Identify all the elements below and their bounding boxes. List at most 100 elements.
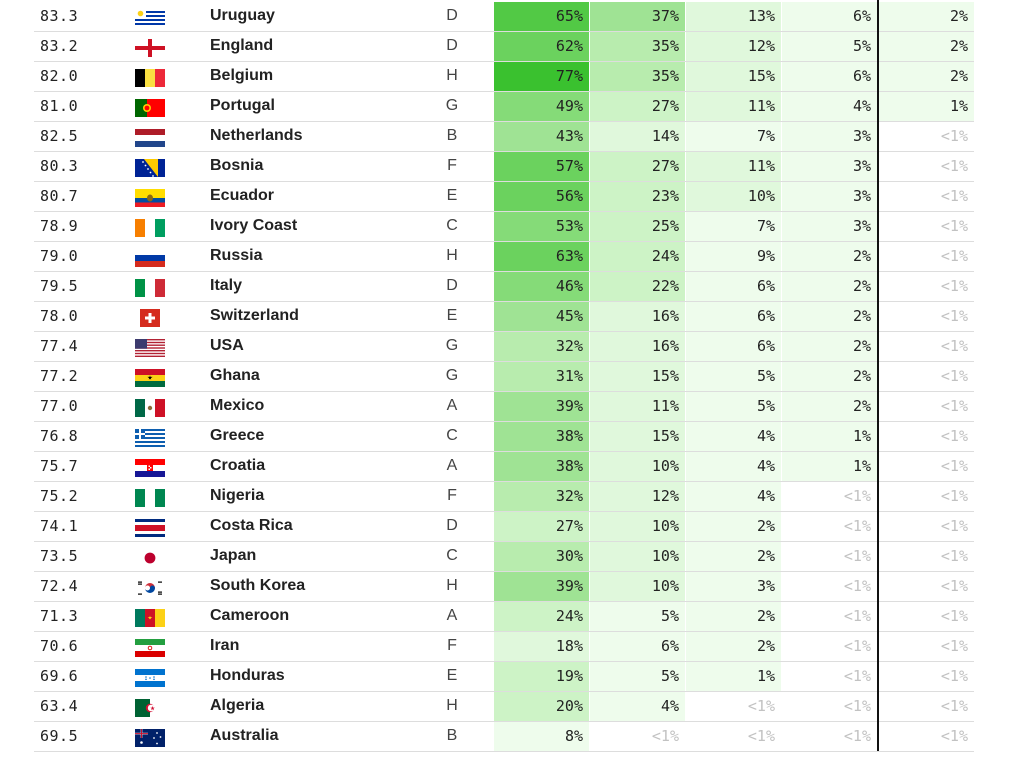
final-chance: 1% (782, 452, 877, 481)
round-of-16-chance: 31% (494, 362, 589, 391)
semifinal-chance: 13% (686, 2, 781, 31)
netherlands-flag-icon (135, 129, 165, 147)
spi-rating: 82.0 (40, 67, 79, 85)
spi-rating: 70.6 (40, 637, 79, 655)
semifinal-chance: 4% (686, 422, 781, 451)
group-letter: C (446, 217, 458, 234)
semifinal-chance: 6% (686, 272, 781, 301)
semifinal-chance: <1% (686, 722, 781, 751)
spi-rating: 77.0 (40, 397, 79, 415)
round-of-16-chance: 38% (494, 422, 589, 451)
final-chance: 2% (782, 302, 877, 331)
usa-flag-icon (135, 339, 165, 357)
win-chance: <1% (878, 242, 974, 271)
final-chance: 5% (782, 32, 877, 61)
team-name: Switzerland (210, 307, 299, 324)
round-of-16-chance: 77% (494, 62, 589, 91)
win-chance: <1% (878, 332, 974, 361)
table-row: 83.3 Uruguay D 65% 37% 13% 6% 2% (34, 2, 974, 32)
win-chance: <1% (878, 482, 974, 511)
team-name: Belgium (210, 67, 274, 84)
quarterfinal-chance: 14% (590, 122, 685, 151)
table-row: 80.3 Bosnia F 57% 27% 11% 3% <1% (34, 152, 974, 182)
spi-rating: 78.0 (40, 307, 79, 325)
semifinal-chance: 4% (686, 452, 781, 481)
round-of-16-chance: 49% (494, 92, 589, 121)
russia-flag-icon (135, 249, 165, 267)
team-name: Japan (210, 547, 257, 564)
mexico-flag-icon (135, 399, 165, 417)
win-chance: <1% (878, 302, 974, 331)
semifinal-chance: 2% (686, 602, 781, 631)
ecuador-flag-icon (135, 189, 165, 207)
quarterfinal-chance: 35% (590, 32, 685, 61)
team-name: Ecuador (210, 187, 275, 204)
win-chance: 1% (878, 92, 974, 121)
round-of-16-chance: 65% (494, 2, 589, 31)
win-chance: <1% (878, 572, 974, 601)
final-chance: 3% (782, 182, 877, 211)
japan-flag-icon (135, 549, 165, 567)
honduras-flag-icon (135, 669, 165, 687)
table-row: 72.4 South Korea H 39% 10% 3% <1% <1% (34, 572, 974, 602)
table-row: 80.7 Ecuador E 56% 23% 10% 3% <1% (34, 182, 974, 212)
round-of-16-chance: 43% (494, 122, 589, 151)
team-name: Ghana (210, 367, 260, 384)
win-chance: <1% (878, 422, 974, 451)
final-chance: 2% (782, 362, 877, 391)
final-chance: 2% (782, 392, 877, 421)
round-of-16-chance: 39% (494, 392, 589, 421)
spi-rating: 80.7 (40, 187, 79, 205)
table-row: 63.4 Algeria H 20% 4% <1% <1% <1% (34, 692, 974, 722)
team-name: Cameroon (210, 607, 290, 624)
round-of-16-chance: 32% (494, 482, 589, 511)
semifinal-chance: 11% (686, 152, 781, 181)
win-chance: <1% (878, 152, 974, 181)
spi-rating: 77.4 (40, 337, 79, 355)
table-row: 69.6 Honduras E 19% 5% 1% <1% <1% (34, 662, 974, 692)
team-name: Mexico (210, 397, 265, 414)
spi-rating: 72.4 (40, 577, 79, 595)
final-chance: 3% (782, 122, 877, 151)
win-chance: <1% (878, 662, 974, 691)
quarterfinal-chance: 12% (590, 482, 685, 511)
uruguay-flag-icon (135, 9, 165, 27)
group-letter: E (446, 187, 458, 204)
group-letter: D (446, 277, 458, 294)
quarterfinal-chance: 6% (590, 632, 685, 661)
greece-flag-icon (135, 429, 165, 447)
group-letter: H (446, 577, 458, 594)
cameroon-flag-icon (135, 609, 165, 627)
semifinal-chance: 10% (686, 182, 781, 211)
semifinal-chance: 11% (686, 92, 781, 121)
italy-flag-icon (135, 279, 165, 297)
final-chance: 1% (782, 422, 877, 451)
group-letter: D (446, 517, 458, 534)
final-chance: 6% (782, 62, 877, 91)
table-row: 75.2 Nigeria F 32% 12% 4% <1% <1% (34, 482, 974, 512)
quarterfinal-chance: 15% (590, 422, 685, 451)
final-chance: 6% (782, 2, 877, 31)
group-letter: E (446, 667, 458, 684)
group-letter: G (445, 337, 459, 354)
spi-rating: 69.5 (40, 727, 79, 745)
spi-rating: 82.5 (40, 127, 79, 145)
semifinal-chance: 7% (686, 212, 781, 241)
final-chance: 2% (782, 332, 877, 361)
final-chance: <1% (782, 602, 877, 631)
ghana-flag-icon (135, 369, 165, 387)
win-chance: <1% (878, 392, 974, 421)
group-letter: F (447, 487, 457, 504)
table-row: 69.5 Australia B 8% <1% <1% <1% <1% (34, 722, 974, 752)
team-name: Uruguay (210, 7, 275, 24)
quarterfinal-chance: 5% (590, 662, 685, 691)
spi-rating: 74.1 (40, 517, 79, 535)
semifinal-chance: 5% (686, 362, 781, 391)
switzerland-flag-icon (135, 309, 165, 327)
table-row: 83.2 England D 62% 35% 12% 5% 2% (34, 32, 974, 62)
table-row: 78.0 Switzerland E 45% 16% 6% 2% <1% (34, 302, 974, 332)
spi-rating: 77.2 (40, 367, 79, 385)
south-korea-flag-icon (135, 579, 165, 597)
portugal-flag-icon (135, 99, 165, 117)
win-chance: <1% (878, 692, 974, 721)
